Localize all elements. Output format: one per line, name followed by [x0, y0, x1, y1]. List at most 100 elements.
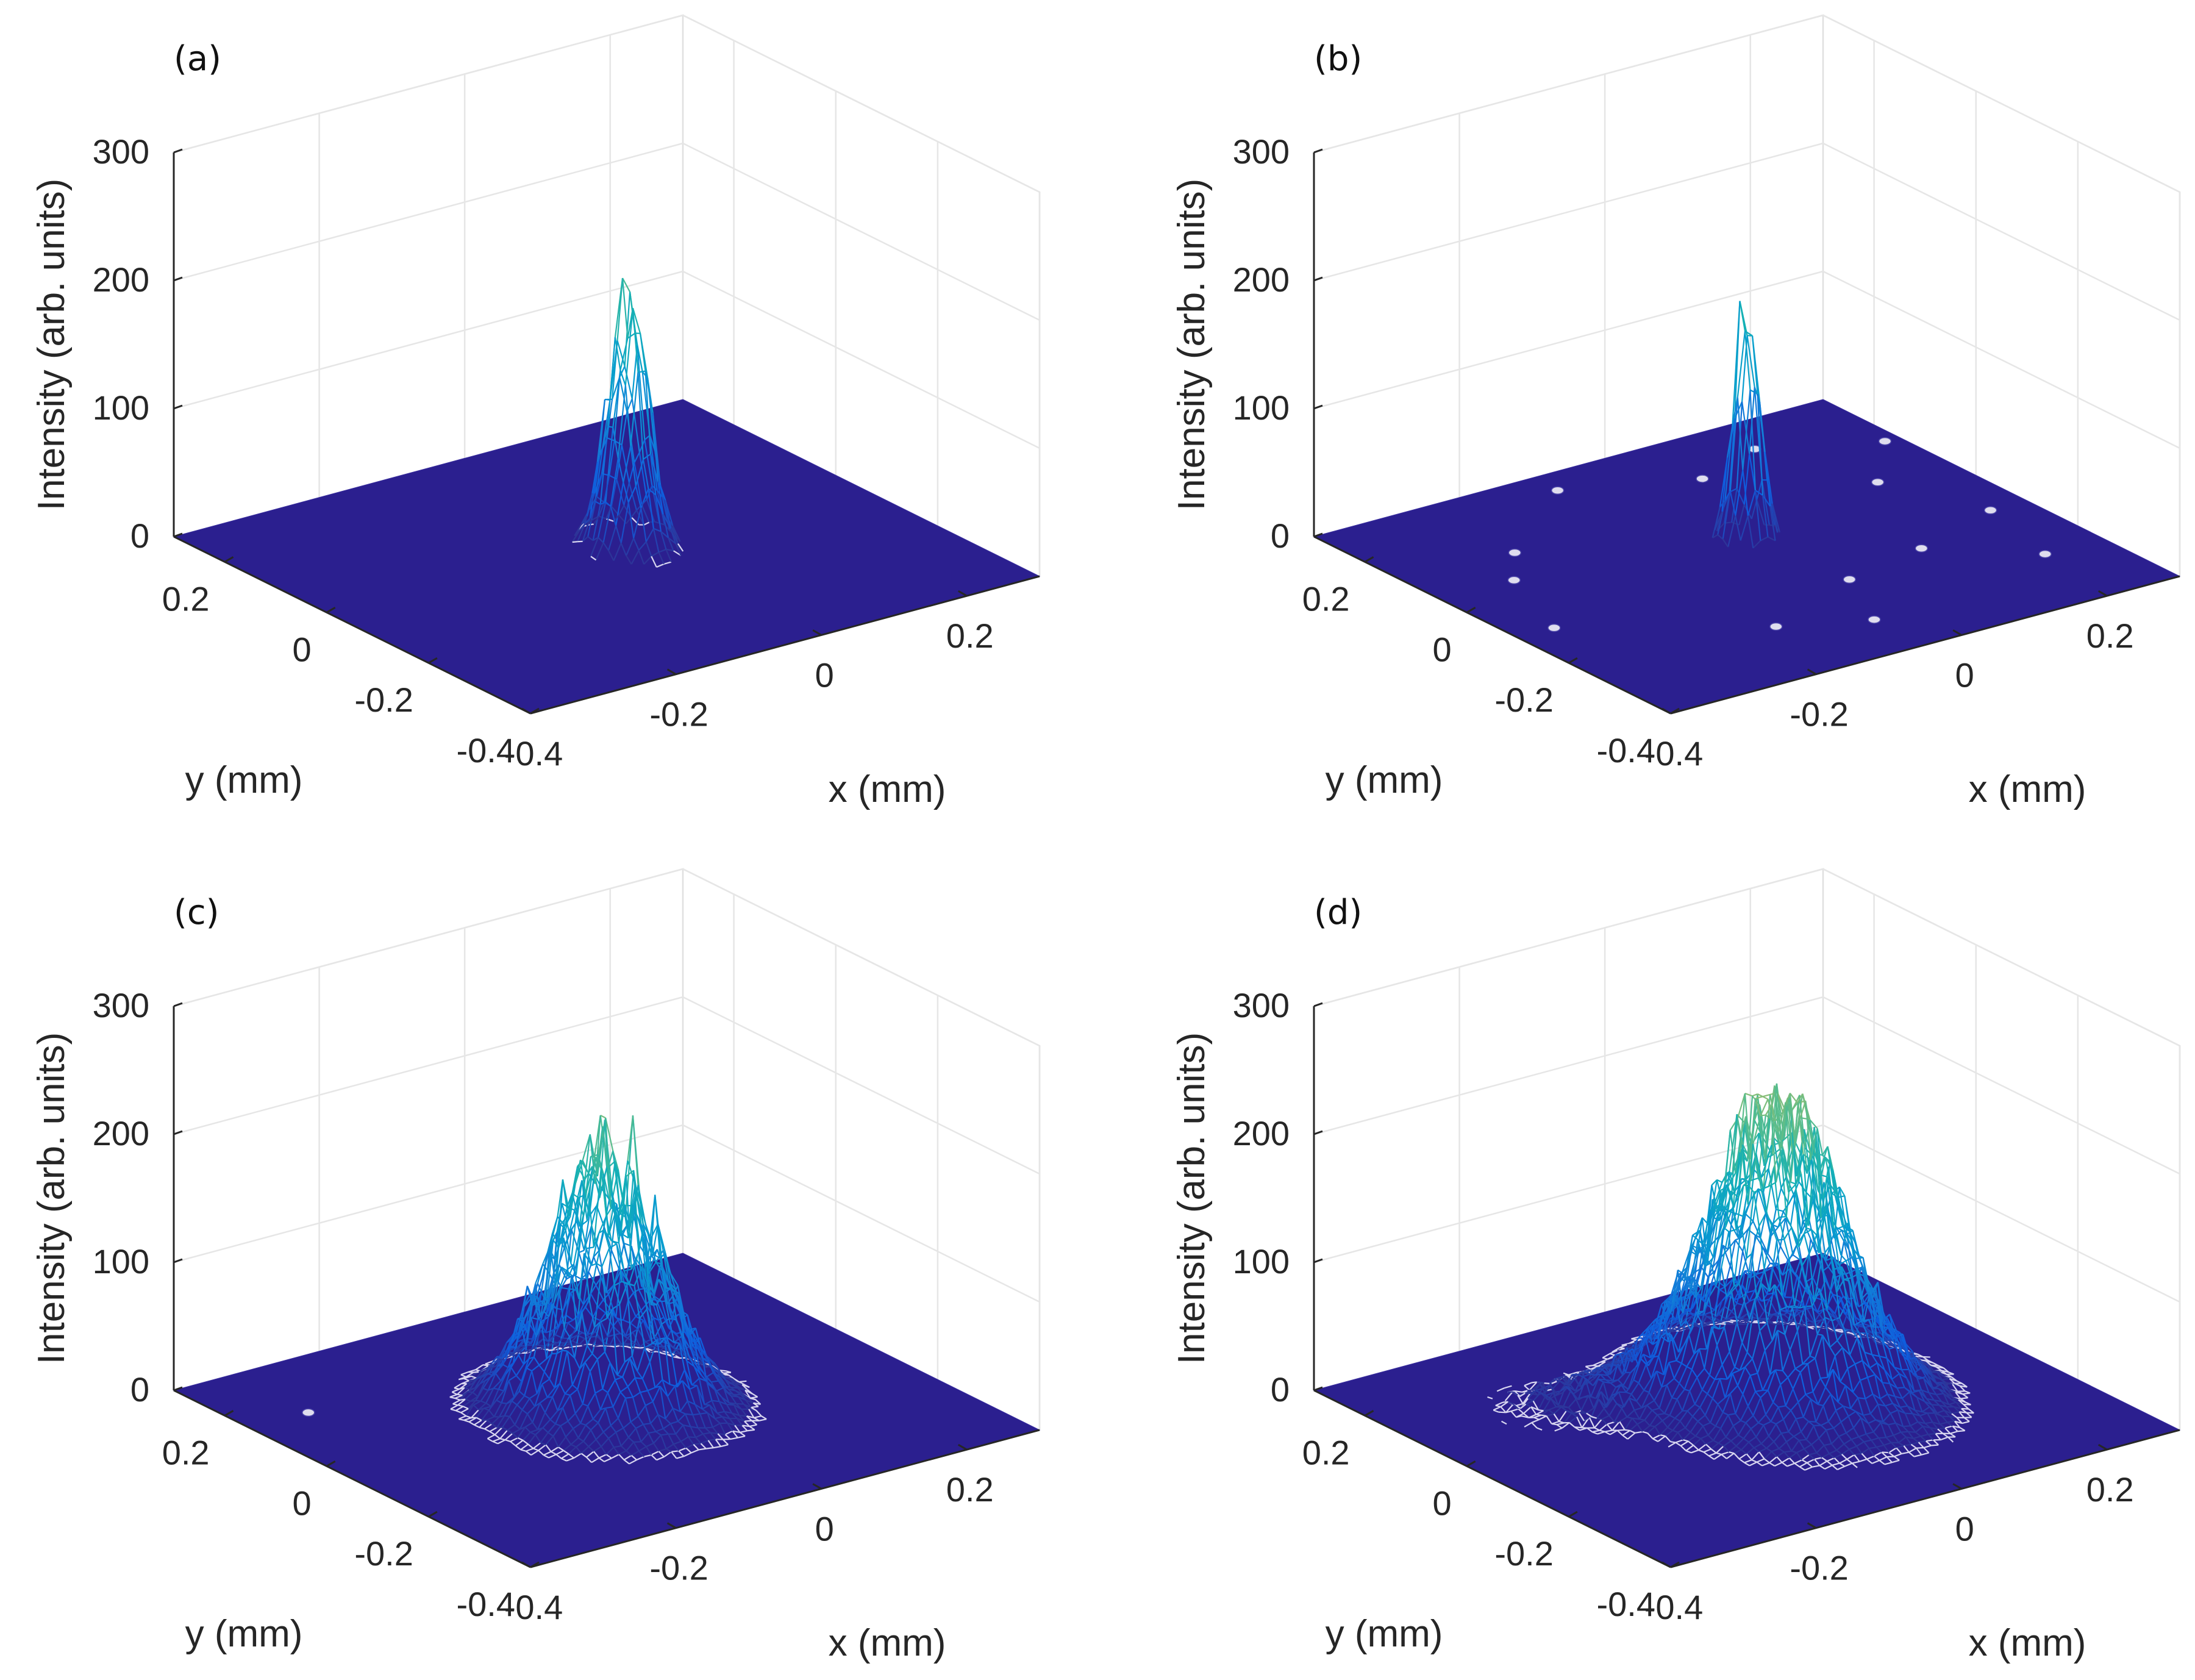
y-tick — [1568, 1510, 1578, 1518]
panel-tag: (d) — [1314, 893, 1362, 932]
z-tick — [1313, 148, 1323, 154]
surface-mesh — [1711, 301, 1780, 549]
z-tick — [1313, 1130, 1323, 1135]
z-tick-label: 100 — [93, 1242, 149, 1281]
z-tick-label: 300 — [93, 132, 149, 171]
x-axis-line — [530, 1429, 1040, 1568]
z-axis-label: Intensity (arb. units) — [30, 1032, 73, 1364]
panel-2: 0 100 200 300 -0.4 -0.2 0 0.2 -0.4 -0.2 0 0.2 Intens… — [30, 868, 1041, 1664]
y-axis-label: y (mm) — [1326, 1613, 1443, 1655]
x-tick — [1807, 1522, 1817, 1529]
y-tick — [326, 1460, 336, 1467]
speckle — [1507, 576, 1521, 585]
z-tick-label: 200 — [93, 1114, 149, 1153]
y-tick — [1466, 606, 1476, 613]
z-tick-label: 300 — [1233, 986, 1290, 1024]
x-tick — [1952, 629, 1962, 636]
z-tick — [173, 1130, 183, 1135]
z-tick — [173, 148, 183, 154]
y-tick-label: 0.2 — [1302, 1433, 1350, 1471]
y-axis-label: y (mm) — [1326, 759, 1443, 801]
y-tick — [1670, 707, 1680, 715]
y-tick — [530, 1561, 540, 1568]
gridlines — [173, 868, 1041, 1430]
x-axis-line — [1670, 575, 2180, 715]
y-tick — [1364, 556, 1374, 563]
y-tick-label: -0.2 — [1494, 1534, 1554, 1573]
x-tick — [1807, 668, 1817, 676]
z-tick — [173, 276, 183, 282]
x-tick-label: -0.4 — [504, 734, 563, 773]
z-tick — [173, 1386, 183, 1392]
y-tick-label: 0 — [1433, 1484, 1452, 1522]
z-tick-label: 0 — [1271, 1370, 1290, 1409]
speckle — [1551, 486, 1565, 495]
y-axis-label: y (mm) — [185, 759, 303, 801]
z-tick — [173, 404, 183, 410]
y-tick-label: -0.2 — [354, 681, 413, 719]
z-tick-label: 0 — [130, 517, 149, 555]
z-tick — [1313, 276, 1323, 282]
x-tick — [521, 1561, 531, 1568]
x-tick-label: -0.2 — [649, 1549, 708, 1587]
z-tick-label: 200 — [1233, 1114, 1290, 1153]
speckle — [1915, 544, 1929, 553]
speckle — [1878, 437, 1892, 446]
axes: 0 100 200 300 -0.4 -0.2 0 0.2 -0.4 -0.2 0 0.2 Intens… — [30, 986, 1040, 1664]
z-axis-label: Intensity (arb. units) — [1171, 179, 1213, 510]
z-tick-label: 200 — [93, 260, 149, 299]
panel-3: 0 100 200 300 -0.4 -0.2 0 0.2 -0.4 -0.2 0 0.2 Intens… — [1171, 868, 2181, 1664]
y-tick-label: -0.2 — [1494, 681, 1554, 719]
x-tick-label: -0.4 — [504, 1588, 563, 1626]
x-axis-label: x (mm) — [829, 768, 946, 810]
y-tick-label: -0.4 — [457, 731, 516, 770]
z-tick-label: 300 — [93, 986, 149, 1024]
x-tick — [2097, 590, 2108, 597]
y-axis-line — [1313, 535, 1671, 715]
x-tick-label: 0 — [815, 1509, 834, 1548]
z-tick — [1313, 1386, 1323, 1392]
x-tick-label: 0.2 — [2086, 617, 2134, 655]
speckle — [1508, 548, 1522, 557]
speckle — [1871, 477, 1885, 487]
x-tick-label: -0.2 — [649, 695, 708, 734]
y-axis-label: y (mm) — [185, 1613, 303, 1655]
x-tick — [957, 590, 968, 597]
speckle — [2038, 549, 2052, 559]
x-axis-label: x (mm) — [1969, 1622, 2086, 1664]
x-tick — [812, 1483, 822, 1490]
axes: 0 100 200 300 -0.4 -0.2 0 0.2 -0.4 -0.2 0 0.2 Intens… — [1171, 986, 2180, 1664]
y-tick-label: 0.2 — [1302, 579, 1350, 618]
x-tick — [521, 707, 531, 715]
z-tick-label: 200 — [1233, 260, 1290, 299]
y-axis-line — [173, 535, 531, 715]
y-tick-label: 0 — [1433, 630, 1452, 668]
panel-0: 0 100 200 300 -0.4 -0.2 0 0.2 -0.4 -0.2 0 0.2 Intens… — [30, 14, 1041, 810]
z-tick — [1313, 404, 1323, 410]
x-tick — [666, 668, 677, 676]
y-tick — [224, 1410, 234, 1417]
z-tick-label: 0 — [1271, 517, 1290, 555]
axes: 0 100 200 300 -0.4 -0.2 0 0.2 -0.4 -0.2 0 0.2 Intens… — [30, 132, 1040, 810]
x-tick-label: -0.2 — [1790, 1549, 1849, 1587]
z-tick — [173, 1002, 183, 1007]
y-tick — [1568, 657, 1578, 664]
y-axis-line — [173, 1389, 531, 1568]
y-tick-label: -0.4 — [457, 1585, 516, 1623]
panel-tag: (c) — [174, 893, 219, 932]
x-axis-line — [530, 575, 1040, 715]
z-tick — [173, 532, 183, 538]
surface-mesh — [1487, 1083, 1974, 1471]
z-tick-label: 0 — [130, 1370, 149, 1409]
x-tick-label: 0.2 — [946, 1470, 994, 1509]
y-tick-label: 0 — [293, 1484, 312, 1522]
panel-1: 0 100 200 300 -0.4 -0.2 0 0.2 -0.4 -0.2 0 0.2 Intens… — [1171, 14, 2181, 810]
x-tick — [2097, 1443, 2108, 1451]
y-tick — [1364, 1410, 1374, 1417]
speckles — [302, 1408, 315, 1417]
speckle — [1983, 506, 1997, 515]
x-tick-label: 0 — [1955, 1509, 1974, 1548]
z-tick-label: 100 — [1233, 1242, 1290, 1281]
z-tick — [1313, 1258, 1323, 1264]
